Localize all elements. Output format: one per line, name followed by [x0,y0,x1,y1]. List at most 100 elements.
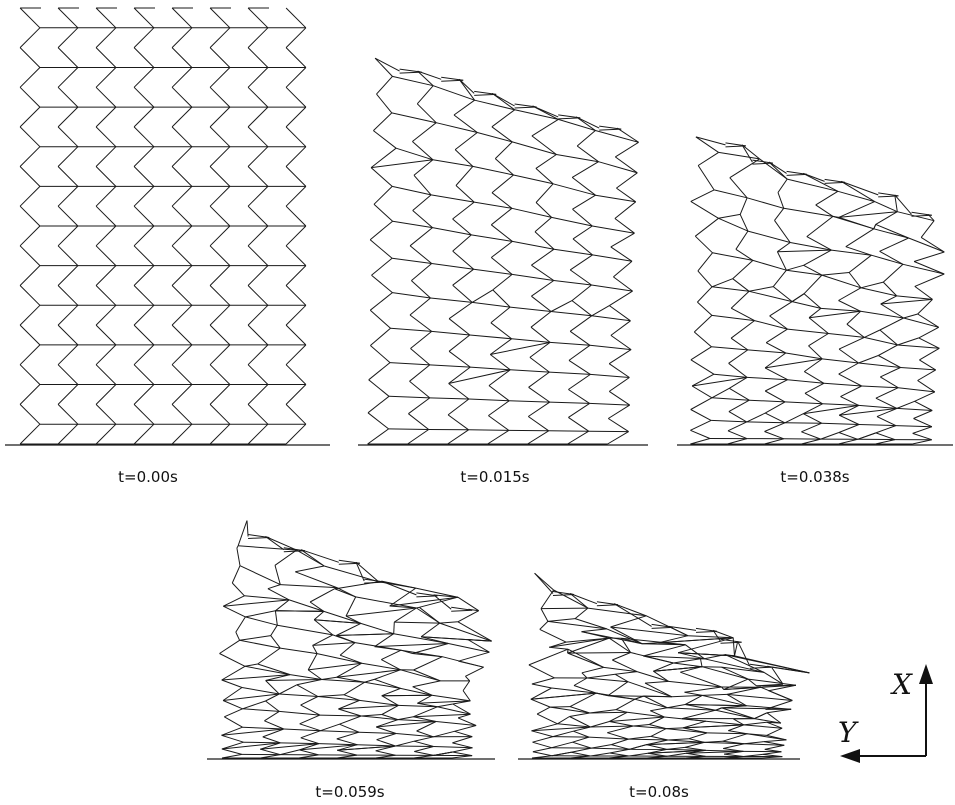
strut [469,334,512,340]
strut [749,286,774,292]
strut [527,430,549,445]
strut [397,719,437,722]
strut [512,240,555,250]
strut [260,748,281,756]
strut [704,658,765,673]
strut [392,292,431,299]
y-axis-label: Y [838,716,859,749]
strut [171,225,193,247]
strut [345,596,357,617]
strut [569,269,592,286]
strut [787,328,829,334]
strut [236,548,241,566]
strut [754,718,781,724]
strut [412,680,441,688]
strut [680,666,703,673]
strut [491,92,515,107]
strut [880,303,904,319]
strut [897,337,919,346]
strut [300,549,339,563]
strut [568,373,591,390]
strut [285,344,307,366]
panel-t0: t=0.00s [5,7,330,486]
strut [673,658,701,664]
strut [57,86,79,108]
strut [898,387,935,393]
strut [612,652,631,661]
strut [808,317,829,334]
strut [343,681,365,696]
strut [247,324,269,346]
strut [462,680,471,691]
strut [913,418,933,428]
strut [285,186,307,207]
strut [803,172,825,182]
strut [285,146,307,167]
strut [420,622,440,638]
strut [713,189,748,199]
strut [457,717,477,726]
strut [838,287,862,301]
strut [804,392,823,405]
strut [735,230,749,250]
strut [573,730,590,738]
strut [644,682,673,698]
strut [413,716,437,722]
strut [787,178,839,192]
strut [238,545,297,551]
panel-t3: t=0.059s [207,520,495,801]
strut [838,336,865,350]
strut [223,605,246,618]
strut [285,285,307,306]
strut [692,376,748,387]
strut [784,401,823,405]
strut [764,401,786,414]
strut [243,741,281,744]
strut [417,70,442,80]
strut [730,320,755,339]
strut [609,711,628,722]
strut [412,122,437,142]
strut [452,201,475,220]
strut [376,721,437,728]
strut [265,679,322,681]
strut [467,639,490,653]
strut [57,27,79,48]
strut [610,232,635,248]
strut [846,310,861,325]
strut [267,584,281,590]
strut [764,431,784,440]
strut [723,684,796,690]
strut [920,236,945,253]
strut [590,721,610,728]
strut [911,211,932,216]
strut [568,416,589,432]
strut [171,384,193,405]
strut [477,132,513,143]
strut [531,683,552,689]
strut [321,679,365,683]
strut [572,238,593,256]
strut [95,126,117,148]
strut [532,736,554,743]
strut [629,744,647,750]
strut [95,344,117,366]
strut [809,310,861,319]
strut [668,680,722,688]
strut [747,349,786,354]
strut [570,593,598,605]
strut [367,395,390,414]
strut [596,692,609,697]
strut [729,387,750,401]
strut [614,673,629,683]
strut [395,745,434,747]
strut [711,397,750,401]
strut [133,384,155,405]
strut [133,344,155,366]
strut [838,438,858,445]
strut [247,384,269,405]
strut [490,257,513,275]
strut [376,719,399,728]
strut [19,67,41,88]
strut [913,261,945,275]
